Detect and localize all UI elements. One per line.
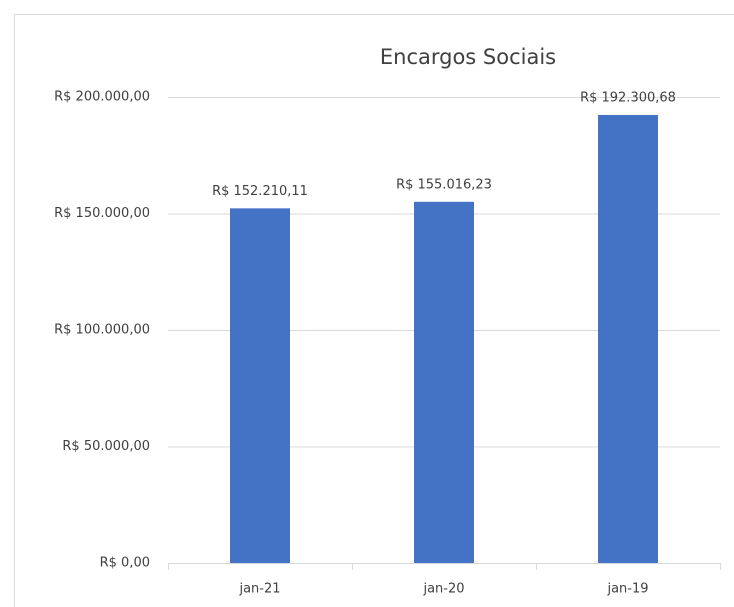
bar	[598, 114, 658, 563]
data-label: R$ 192.300,68	[580, 90, 676, 105]
chart-title: Encargos Sociais	[380, 45, 556, 69]
bar	[414, 201, 474, 563]
data-label: R$ 155.016,23	[396, 177, 492, 192]
x-tick-label: jan-21	[238, 582, 280, 597]
y-tick-label: R$ 0,00	[100, 556, 150, 571]
y-tick-label: R$ 100.000,00	[54, 323, 150, 338]
x-tick-label: jan-19	[606, 582, 648, 597]
y-tick-label: R$ 150.000,00	[54, 206, 150, 221]
y-tick-label: R$ 50.000,00	[62, 439, 150, 454]
y-tick-label: R$ 200.000,00	[54, 90, 150, 105]
data-label: R$ 152.210,11	[212, 184, 308, 199]
x-tick-label: jan-20	[422, 582, 464, 597]
bar	[230, 208, 290, 563]
